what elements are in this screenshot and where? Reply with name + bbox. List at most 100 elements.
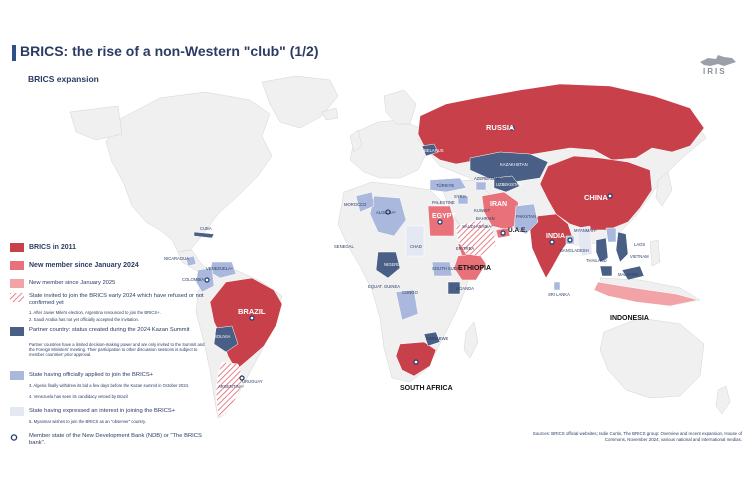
label-eq-guinea: EQUAT. GUINEA (368, 284, 400, 289)
syria-shape (457, 195, 469, 205)
zimbabwe-shape (423, 331, 441, 347)
indonesia-shape (593, 281, 699, 307)
ndb-marker-uae (500, 230, 506, 236)
label-laos: LAOS (634, 242, 645, 247)
swatch-invited (10, 293, 24, 302)
label-algeria: ALGERIA³ (376, 210, 396, 215)
label-malaysia: MALAYSIA (618, 272, 639, 277)
label-azerbaijan: AZERBAIJAN (474, 176, 500, 181)
belarus-shape (421, 143, 439, 157)
minor-labels: BELARUS KAZAKHSTAN UZBEKISTAN AZERBAIJAN… (164, 148, 649, 389)
label-vietnam: VIETNAM (630, 254, 649, 259)
myanmar-shape (577, 225, 593, 257)
legend-label: State having expressed an interest in jo… (29, 408, 176, 414)
ndb-marker-china (607, 193, 613, 199)
label-thailand: THAILAND (586, 258, 607, 263)
label-myanmar: MYANMAR⁵ (574, 228, 597, 233)
label-sri-lanka: SRI LANKA (548, 292, 570, 297)
label-zimbabwe: ZIMBABWE (426, 336, 449, 341)
iris-logo: IRIS (703, 67, 727, 76)
label-south-sudan: SOUTH SUDAN (432, 266, 462, 271)
russia-shape (417, 83, 705, 165)
label-uzbekistan: UZBEKISTAN (496, 182, 522, 187)
label-china: CHINA (584, 193, 608, 202)
label-chad: CHAD (410, 244, 422, 249)
ndb-marker-india (549, 239, 555, 245)
label-nicaragua: NICARAGUA (164, 256, 189, 261)
thailand-shape (595, 237, 609, 263)
label-eritrea: ERITREA (456, 246, 474, 251)
major-labels: RUSSIA CHINA INDIA BRAZIL SOUTH AFRICA E… (238, 123, 649, 392)
south-sudan-shape (431, 261, 453, 277)
label-india: INDIA (546, 233, 565, 240)
label-kazakhstan: KAZAKHSTAN (500, 162, 528, 167)
azerbaijan-shape (475, 181, 487, 191)
label-egypt: EGYPT (432, 213, 456, 220)
legend-note: 4. Venezuela has seen its candidacy veto… (29, 394, 128, 399)
legend-note: 2. Saudi Arabia has not yet officially a… (29, 317, 140, 322)
label-belarus: BELARUS (424, 148, 444, 153)
label-argentina: ARGENTINA¹ (218, 384, 244, 389)
cuba-shape (193, 231, 215, 239)
swatch-member-2024 (10, 261, 24, 270)
china-shape (539, 155, 653, 231)
label-turkiye: TÜRKIYE (436, 183, 454, 188)
title-accent (12, 45, 16, 61)
swatch-applied (10, 371, 24, 380)
congo-shape (395, 289, 419, 321)
swatch-member-2025 (10, 279, 24, 288)
label-south-africa: SOUTH AFRICA (400, 385, 453, 392)
label-uae: U.A.E. (508, 227, 527, 234)
ndb-marker-algeria (385, 209, 391, 215)
legend-label: New member since January 2025 (29, 280, 116, 286)
legend-label: BRICS in 2011 (29, 244, 77, 251)
legend-label: State having officially applied to join … (29, 372, 154, 378)
pakistan-shape (513, 203, 539, 235)
malaysia-shape (599, 265, 613, 277)
swatch-partner (10, 327, 24, 336)
label-bahrain: BAHRAIN (476, 216, 495, 221)
label-senegal: SENEGAL (334, 244, 354, 249)
label-palestine: PALESTINE (432, 200, 455, 205)
label-venezuela: VENEZUELA⁴ (206, 266, 233, 271)
legend-note: 3. Algeria finally withdrew its bid a fe… (29, 383, 190, 388)
ndb-markers (204, 125, 613, 381)
saudi-arabia-shape (455, 219, 497, 257)
ndb-marker-uruguay (239, 375, 245, 381)
south-africa-shape (395, 341, 437, 377)
legend-label: Member state of the New Development Bank… (29, 433, 202, 446)
swatch-brics-2011 (10, 243, 24, 252)
ndb-marker-brazil (249, 315, 255, 321)
label-bolivia: BOLIVIA (214, 334, 230, 339)
malaysia-borneo-shape (621, 265, 645, 281)
label-uganda: UGANDA (456, 286, 474, 291)
label-iran: IRAN (490, 201, 507, 208)
page-title: BRICS: the rise of a non-Western "club" … (20, 43, 319, 59)
india-shape (529, 213, 573, 279)
label-congo: CONGO (402, 290, 419, 295)
label-morocco: MOROCCO (344, 202, 367, 207)
label-bangladesh: BANGLADESH (560, 248, 589, 253)
laos-shape (605, 227, 617, 243)
ndb-marker-south-africa (413, 359, 419, 365)
bolivia-shape (213, 325, 239, 353)
swatch-interest (10, 407, 24, 416)
sources-note: Sources: BRICS official websites; Isdie … (532, 431, 742, 442)
page-subtitle: BRICS expansion (28, 74, 99, 84)
ndb-marker-egypt (437, 219, 443, 225)
legend-note: 1. After Javier Milei's election, Argent… (29, 310, 161, 315)
label-ethiopia: ETHIOPIA (458, 265, 491, 272)
label-uruguay: URUGUAY (242, 379, 263, 384)
chad-shape (405, 225, 425, 257)
country-fills (185, 83, 705, 417)
legend-label: State invited to join the BRICS early 20… (29, 293, 204, 306)
legend-note: Partner countries have a limited decisio… (29, 342, 205, 357)
ndb-marker-bangladesh (567, 237, 573, 243)
nigeria-shape (375, 251, 401, 279)
label-pakistan: PAKISTAN (516, 214, 536, 219)
uganda-shape (447, 281, 461, 295)
ndb-circle-icon (10, 434, 18, 441)
label-saudi: SAUDI ARABIA² (462, 224, 493, 229)
